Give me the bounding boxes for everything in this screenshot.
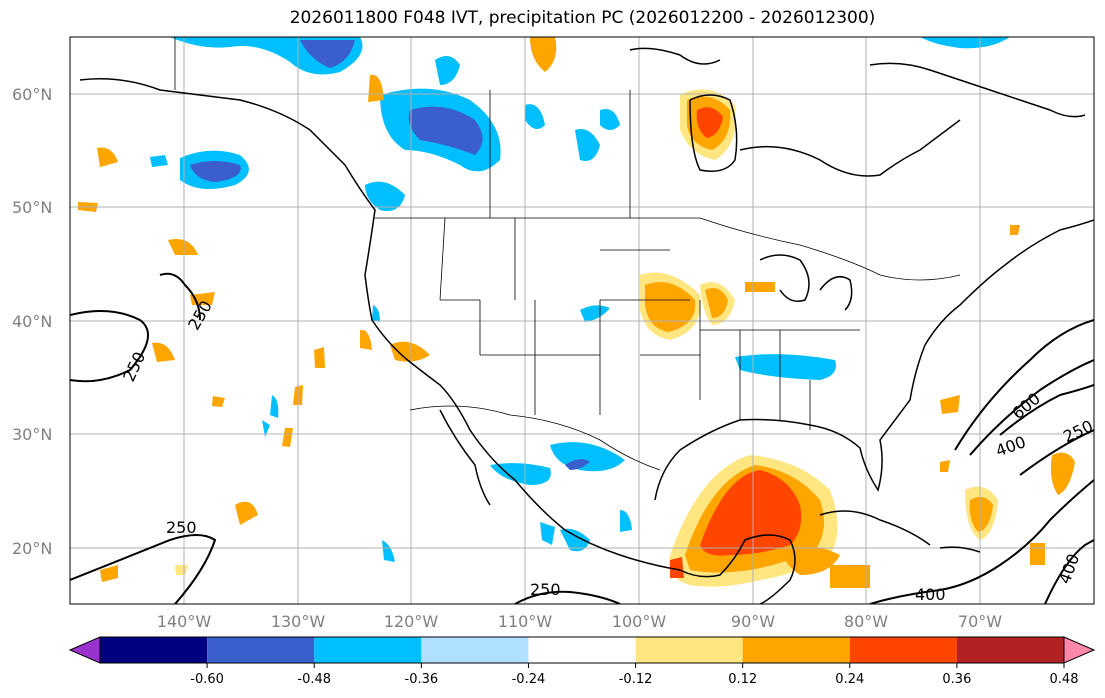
colorbar-label: 0.24 <box>835 672 864 687</box>
ivt-contours <box>70 272 1094 604</box>
political-borders <box>174 37 961 471</box>
colorbar-label: 0.48 <box>1050 672 1079 687</box>
colorbar-label: -0.12 <box>619 672 653 687</box>
lon-label: 140°W <box>157 612 212 631</box>
lat-label: 50°N <box>12 198 52 217</box>
lat-label: 30°N <box>12 425 52 444</box>
colorbar-extend-low <box>68 636 101 664</box>
lon-label: 80°W <box>844 612 888 631</box>
gridlines <box>70 37 1094 604</box>
colorbar-segment <box>742 637 850 663</box>
contour-label: 400 <box>915 585 946 604</box>
colorbar-label: 0.12 <box>728 672 757 687</box>
colorbar-segment <box>528 637 636 663</box>
colorbar-segment <box>100 637 208 663</box>
colorbar: -0.60 -0.48 -0.36 -0.24 -0.12 0.12 0.24 0.36 0.4… <box>68 636 1096 687</box>
colorbar-segment <box>421 637 529 663</box>
lat-label: 20°N <box>12 539 52 558</box>
colorbar-segment <box>849 637 957 663</box>
colorbar-label: 0.36 <box>942 672 971 687</box>
colorbar-segment <box>956 637 1064 663</box>
contour-label: 250 <box>166 518 197 537</box>
lon-label: 110°W <box>498 612 553 631</box>
precip-shading <box>78 37 1075 588</box>
lat-tick-labels: 60°N 50°N 40°N 30°N 20°N <box>12 85 52 558</box>
colorbar-label: -0.60 <box>190 672 224 687</box>
lon-tick-labels: 140°W 130°W 120°W 110°W 100°W 90°W 80°W … <box>157 612 1002 631</box>
colorbar-segment <box>314 637 422 663</box>
colorbar-frame <box>99 636 1065 664</box>
lon-label: 100°W <box>612 612 667 631</box>
lat-label: 40°N <box>12 312 52 331</box>
colorbar-segment <box>635 637 743 663</box>
map-frame <box>69 36 1095 605</box>
coastlines <box>79 47 1094 604</box>
map-title: 2026011800 F048 IVT, precipitation PC (2… <box>289 8 876 28</box>
contour-label: 250 <box>530 580 561 599</box>
colorbar-segment <box>207 637 315 663</box>
lon-label: 70°W <box>958 612 1002 631</box>
colorbar-extend-high <box>1063 636 1096 664</box>
lon-label: 120°W <box>384 612 439 631</box>
colorbar-label: -0.48 <box>297 672 331 687</box>
lon-label: 90°W <box>731 612 775 631</box>
colorbar-label: -0.36 <box>405 672 439 687</box>
colorbar-label: -0.24 <box>512 672 546 687</box>
lat-label: 60°N <box>12 85 52 104</box>
lon-label: 130°W <box>271 612 326 631</box>
